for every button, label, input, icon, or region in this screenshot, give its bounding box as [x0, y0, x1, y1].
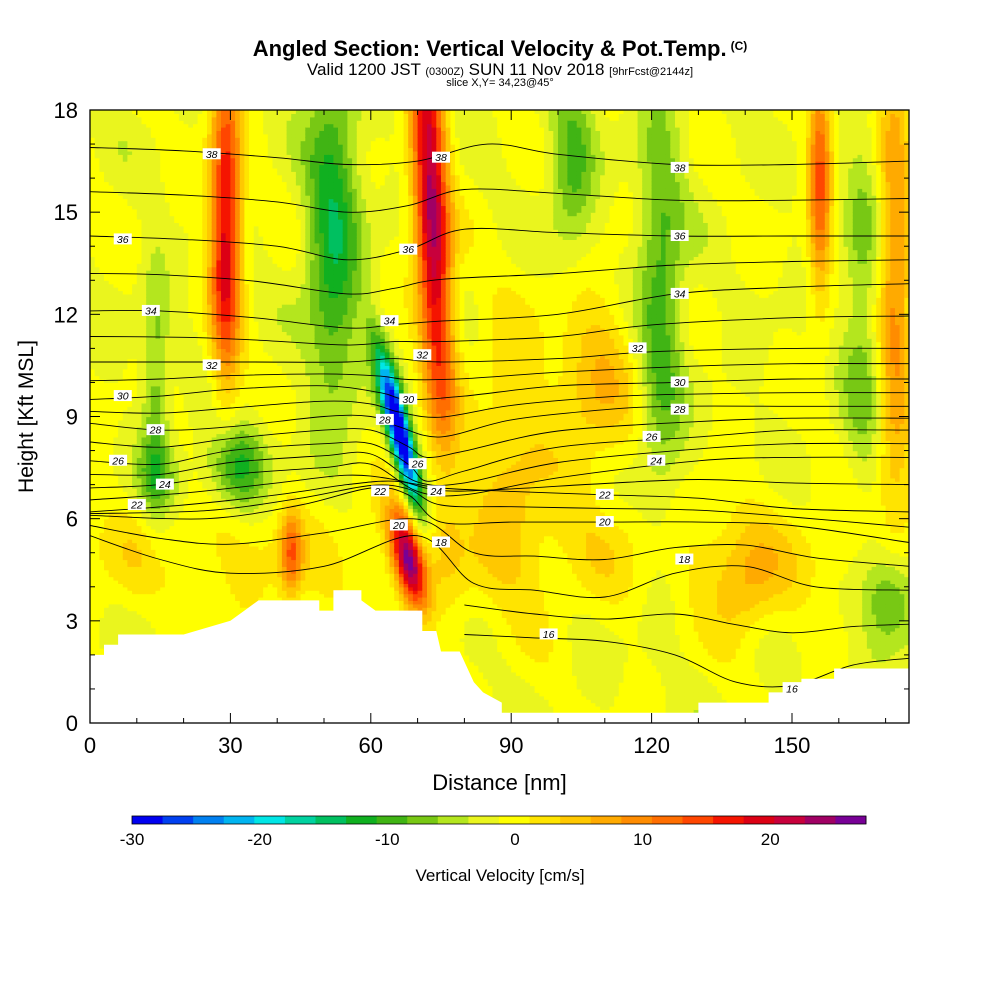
theta-label-20: 20 — [392, 520, 405, 532]
y-tick-label: 9 — [66, 405, 78, 430]
y-tick-label: 12 — [54, 302, 78, 327]
theta-label-30: 30 — [402, 394, 414, 406]
theta-label-16: 16 — [543, 629, 555, 641]
theta-label-24: 24 — [649, 455, 662, 467]
theta-label-32: 32 — [206, 360, 218, 372]
theta-label-16: 16 — [786, 683, 798, 695]
colorbar-tick-label: -30 — [120, 830, 145, 849]
x-tick-label: 60 — [359, 733, 383, 758]
colorbar-label: Vertical Velocity [cm/s] — [415, 866, 584, 885]
colorbar-tick-label: 20 — [761, 830, 780, 849]
x-tick-label: 150 — [774, 733, 811, 758]
y-axis-label: Height [Kft MSL] — [15, 340, 38, 493]
colorbar-tick-label: 10 — [633, 830, 652, 849]
theta-label-22: 22 — [598, 489, 611, 501]
theta-label-34: 34 — [674, 288, 686, 300]
x-tick-label: 120 — [633, 733, 670, 758]
theta-label-18: 18 — [679, 554, 691, 566]
theta-label-26: 26 — [111, 455, 124, 467]
theta-label-36: 36 — [117, 234, 129, 246]
theta-label-34: 34 — [384, 316, 396, 328]
y-tick-label: 6 — [66, 507, 78, 532]
colorbar-swatch — [774, 816, 805, 824]
colorbar-swatch — [530, 816, 561, 824]
colorbar-swatch — [407, 816, 438, 824]
theta-label-38: 38 — [435, 152, 447, 164]
x-tick-label: 90 — [499, 733, 523, 758]
colorbar-swatch — [193, 816, 224, 824]
colorbar-swatch — [316, 816, 347, 824]
colorbar-swatch — [254, 816, 285, 824]
theta-label-24: 24 — [158, 479, 171, 491]
theta-label-34: 34 — [145, 305, 157, 317]
colorbar-swatch — [621, 816, 652, 824]
theta-label-36: 36 — [402, 244, 414, 256]
theta-label-30: 30 — [117, 391, 129, 403]
theta-label-26: 26 — [411, 459, 424, 471]
colorbar-swatch — [652, 816, 683, 824]
colorbar-swatch — [805, 816, 836, 824]
colorbar-swatch — [224, 816, 255, 824]
colorbar-swatch — [683, 816, 714, 824]
colorbar-swatch — [499, 816, 530, 824]
colorbar: -30 -20 -10 0 10 20 Vertical Velocity [cm/s] — [120, 816, 867, 885]
x-tick-label: 0 — [84, 733, 96, 758]
colorbar-swatch — [744, 816, 775, 824]
theta-label-28: 28 — [149, 425, 162, 437]
colorbar-swatch — [835, 816, 866, 824]
colorbar-swatch — [346, 816, 377, 824]
theta-label-20: 20 — [598, 517, 611, 529]
theta-label-22: 22 — [130, 500, 143, 512]
x-tick-label: 30 — [218, 733, 242, 758]
colorbar-swatch — [438, 816, 469, 824]
y-tick-label: 0 — [66, 711, 78, 736]
colorbar-swatch — [591, 816, 622, 824]
colorbar-swatch — [713, 816, 744, 824]
colorbar-tick-label: -10 — [375, 830, 400, 849]
y-tick-label: 18 — [54, 98, 78, 123]
theta-label-30: 30 — [674, 377, 686, 389]
colorbar-swatch — [285, 816, 316, 824]
theta-label-38: 38 — [206, 149, 218, 161]
colorbar-swatch — [468, 816, 499, 824]
theta-label-38: 38 — [674, 162, 686, 174]
y-tick-label: 3 — [66, 609, 78, 634]
theta-label-22: 22 — [373, 486, 386, 498]
colorbar-tick-label: 0 — [510, 830, 519, 849]
theta-label-24: 24 — [429, 486, 442, 498]
colorbar-tick-label: -20 — [247, 830, 272, 849]
theta-label-28: 28 — [378, 414, 391, 426]
theta-label-18: 18 — [435, 537, 447, 549]
colorbar-swatch — [377, 816, 408, 824]
theta-label-36: 36 — [674, 231, 686, 243]
y-tick-label: 15 — [54, 200, 78, 225]
theta-label-32: 32 — [416, 350, 428, 362]
colorbar-swatch — [163, 816, 194, 824]
x-axis-label: Distance [nm] — [432, 770, 567, 795]
theta-label-28: 28 — [673, 404, 686, 416]
colorbar-swatch — [132, 816, 163, 824]
colorbar-swatch — [560, 816, 591, 824]
theta-label-26: 26 — [645, 431, 658, 443]
theta-label-32: 32 — [632, 343, 644, 355]
